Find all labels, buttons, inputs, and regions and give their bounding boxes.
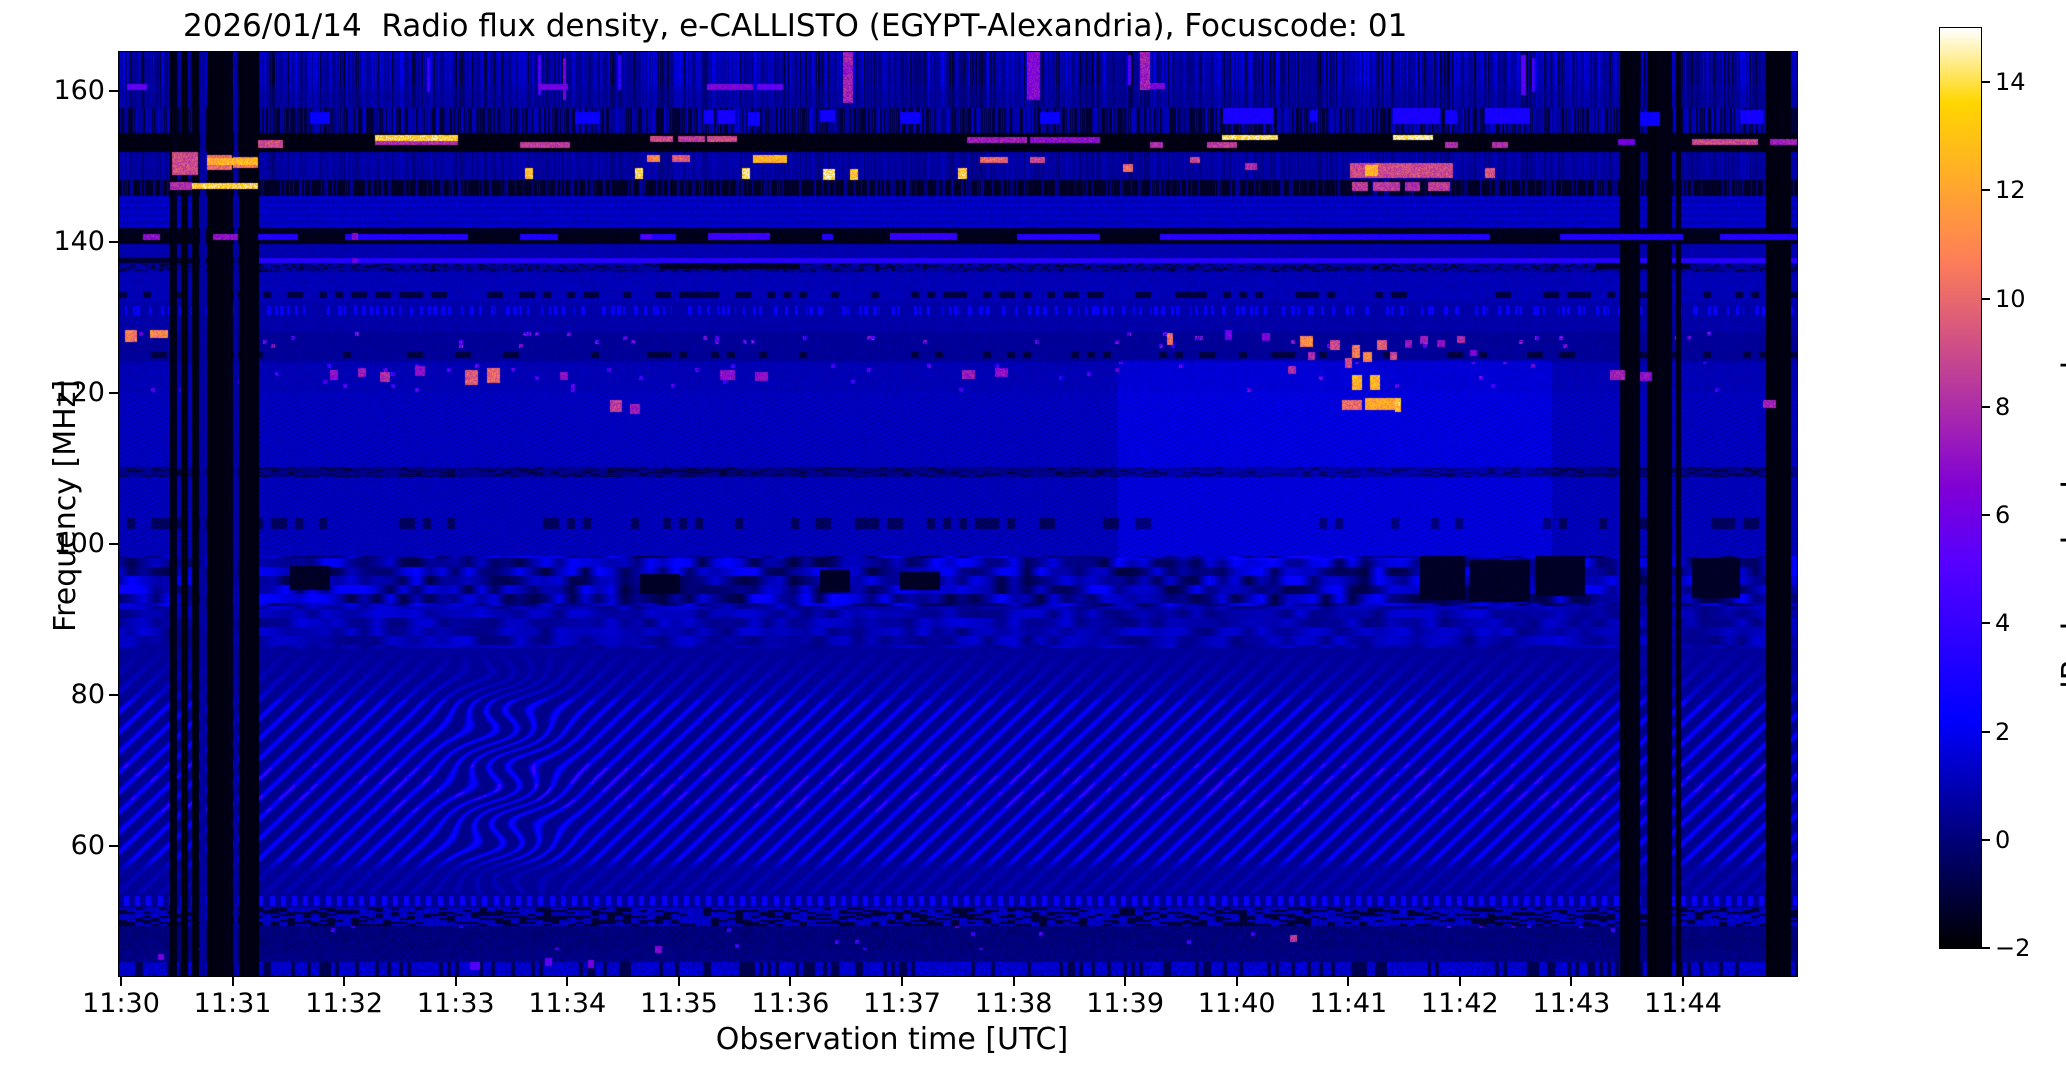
- colorbar-tick-mark: [1982, 81, 1990, 84]
- x-tick-label: 11:41: [1309, 988, 1388, 1019]
- x-tick-mark: [454, 977, 457, 986]
- colorbar-tick-mark: [1982, 405, 1990, 408]
- x-tick-mark: [231, 977, 234, 986]
- x-tick-mark: [1124, 977, 1127, 986]
- colorbar-tick-label: 10: [1995, 284, 2026, 313]
- x-tick-label: 11:38: [974, 988, 1053, 1019]
- colorbar-tick-label: 0: [1995, 825, 2011, 854]
- x-tick-mark: [1012, 977, 1015, 986]
- y-tick-label: 160: [53, 75, 105, 106]
- x-tick-label: 11:43: [1532, 988, 1611, 1019]
- colorbar-tick-mark: [1982, 838, 1990, 841]
- x-tick-label: 11:40: [1197, 988, 1276, 1019]
- y-axis-label: Frequency [MHz]: [48, 379, 83, 632]
- x-axis-label: Observation time [UTC]: [715, 1022, 1069, 1057]
- colorbar-tick-label: −2: [1995, 934, 2031, 962]
- colorbar-tick-label: 12: [1995, 176, 2026, 205]
- x-tick-mark: [566, 977, 569, 986]
- colorbar-tick-mark: [1982, 297, 1990, 300]
- x-tick-mark: [1458, 977, 1461, 986]
- colorbar-gradient: [1940, 28, 1981, 948]
- colorbar-tick-mark: [1982, 189, 1990, 192]
- colorbar-border: [1939, 27, 1982, 949]
- y-tick-mark: [109, 694, 118, 696]
- x-tick-label: 11:32: [305, 988, 384, 1019]
- chart-title: 2026/01/14 Radio flux density, e-CALLIST…: [183, 8, 1408, 44]
- colorbar-tick-mark: [1982, 622, 1990, 625]
- x-tick-mark: [1681, 977, 1684, 986]
- x-tick-mark: [677, 977, 680, 986]
- x-tick-label: 11:36: [751, 988, 830, 1019]
- x-tick-mark: [900, 977, 903, 986]
- y-tick-mark: [109, 90, 118, 92]
- x-tick-label: 11:33: [416, 988, 495, 1019]
- x-tick-label: 11:39: [1086, 988, 1165, 1019]
- x-tick-label: 11:37: [863, 988, 941, 1019]
- y-tick-label: 120: [53, 377, 105, 408]
- spectrogram-canvas: [119, 52, 1797, 976]
- colorbar-tick-label: 6: [1995, 501, 2011, 530]
- plot-border: [118, 51, 1798, 977]
- y-tick-mark: [109, 241, 118, 243]
- x-tick-mark: [1347, 977, 1350, 986]
- y-tick-label: 80: [70, 679, 105, 710]
- y-tick-label: 100: [53, 528, 105, 559]
- x-tick-label: 11:35: [639, 988, 718, 1019]
- y-tick-mark: [109, 845, 118, 847]
- x-tick-mark: [1570, 977, 1573, 986]
- colorbar-tick-label: 14: [1995, 68, 2026, 97]
- x-tick-label: 11:42: [1420, 988, 1499, 1019]
- colorbar-tick-mark: [1982, 730, 1990, 733]
- x-tick-label: 11:34: [528, 988, 607, 1019]
- x-tick-label: 11:30: [82, 988, 160, 1019]
- x-tick-mark: [1235, 977, 1238, 986]
- x-tick-mark: [343, 977, 346, 986]
- x-tick-label: 11:44: [1644, 988, 1722, 1019]
- colorbar-tick-label: 4: [1995, 609, 2011, 638]
- y-tick-label: 60: [70, 830, 105, 861]
- x-tick-mark: [789, 977, 792, 986]
- colorbar-tick-mark: [1982, 947, 1990, 949]
- colorbar-tick-mark: [1982, 514, 1990, 517]
- colorbar-label: dB above background: [2056, 360, 2066, 700]
- y-tick-mark: [109, 543, 118, 545]
- colorbar-tick-label: 8: [1995, 392, 2011, 421]
- y-tick-label: 140: [53, 226, 105, 257]
- colorbar-tick-label: 2: [1995, 717, 2011, 746]
- x-tick-label: 11:31: [193, 988, 272, 1019]
- x-tick-mark: [120, 977, 122, 986]
- y-tick-mark: [109, 392, 118, 394]
